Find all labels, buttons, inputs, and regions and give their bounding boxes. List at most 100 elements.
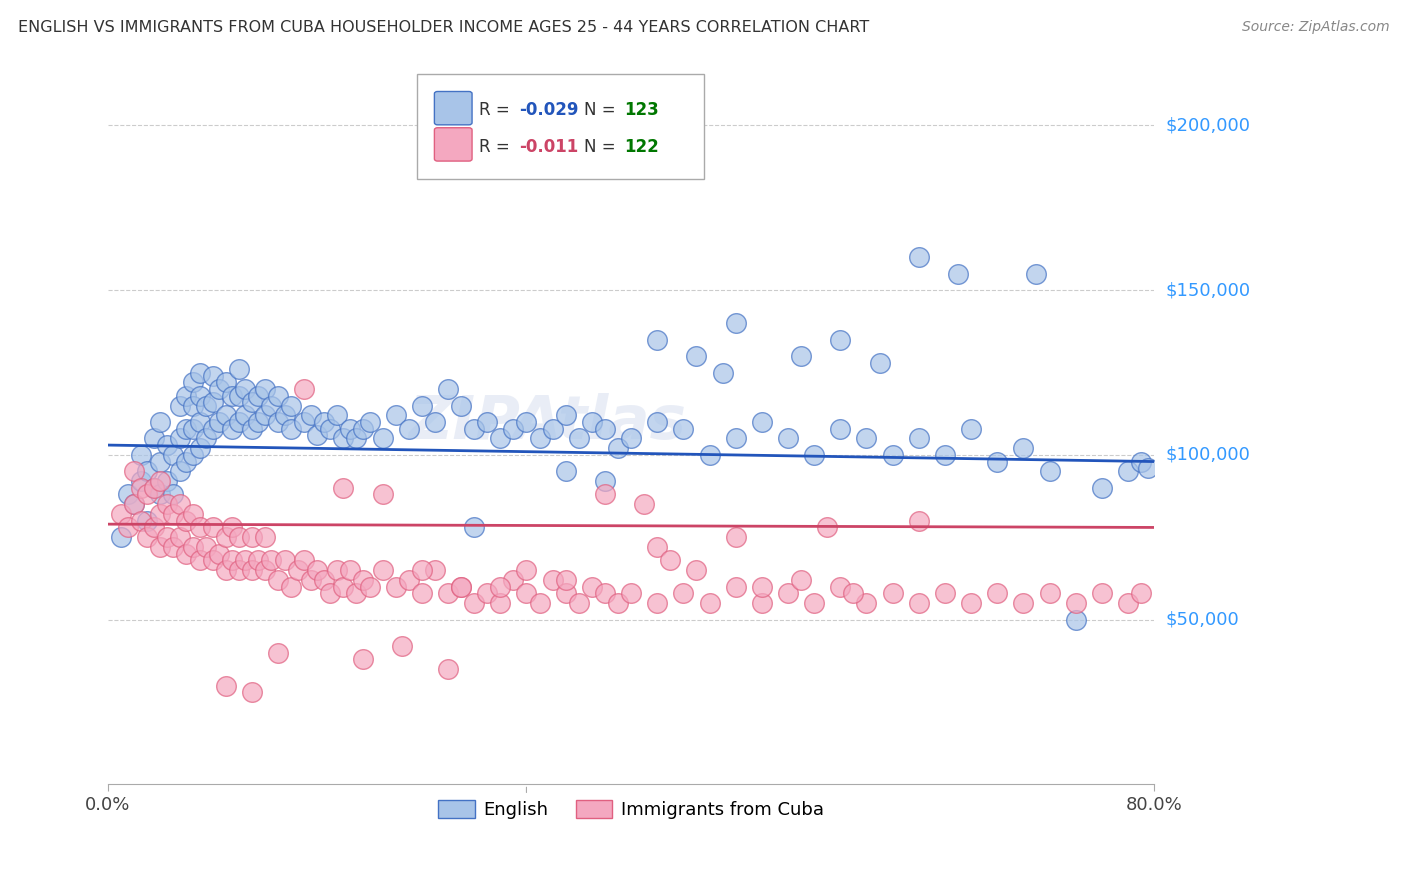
Point (312, 573, 335, 587)
Point (253, 409, 276, 423)
Point (339, 563, 361, 577)
Point (129, 448, 152, 462)
FancyBboxPatch shape (434, 92, 472, 125)
Point (208, 547, 231, 561)
Point (208, 415, 231, 429)
Point (803, 448, 825, 462)
Point (359, 580, 381, 594)
Point (554, 409, 576, 423)
Point (581, 415, 603, 429)
Point (515, 563, 537, 577)
Point (398, 421, 420, 435)
Point (307, 563, 329, 577)
Point (960, 596, 983, 610)
Point (299, 409, 322, 423)
Point (882, 586, 904, 600)
Point (176, 454, 198, 468)
Text: ENGLISH VS IMMIGRANTS FROM CUBA HOUSEHOLDER INCOME AGES 25 - 44 YEARS CORRELATIO: ENGLISH VS IMMIGRANTS FROM CUBA HOUSEHOL… (18, 20, 869, 35)
Point (228, 389, 250, 403)
Point (215, 679, 238, 693)
Point (463, 421, 485, 435)
Point (201, 395, 224, 409)
Point (280, 580, 302, 594)
Point (1038, 465, 1060, 479)
Point (946, 267, 969, 281)
Point (149, 540, 172, 554)
Point (776, 432, 799, 446)
Point (581, 580, 603, 594)
Point (568, 596, 591, 610)
Point (803, 596, 825, 610)
Text: $100,000: $100,000 (1166, 446, 1250, 464)
Point (181, 421, 204, 435)
Point (221, 553, 243, 567)
Point (384, 409, 406, 423)
Point (332, 432, 354, 446)
Point (188, 442, 211, 456)
Point (221, 389, 243, 403)
Legend: English, Immigrants from Cuba: English, Immigrants from Cuba (432, 792, 831, 826)
Point (156, 497, 179, 511)
Point (724, 432, 747, 446)
Point (529, 432, 551, 446)
Point (188, 415, 211, 429)
Point (332, 580, 354, 594)
Point (142, 520, 165, 534)
Point (253, 530, 276, 544)
Point (554, 586, 576, 600)
Point (960, 421, 983, 435)
Point (129, 514, 152, 528)
Text: N =: N = (583, 101, 616, 119)
Point (292, 553, 315, 567)
Point (699, 596, 721, 610)
Point (1064, 596, 1087, 610)
Point (411, 563, 433, 577)
Point (1091, 481, 1114, 495)
Point (129, 481, 152, 495)
Point (221, 421, 243, 435)
Point (292, 415, 315, 429)
Point (934, 448, 956, 462)
Point (724, 316, 747, 330)
Text: $200,000: $200,000 (1166, 117, 1250, 135)
Text: Source: ZipAtlas.com: Source: ZipAtlas.com (1241, 20, 1389, 34)
Point (181, 399, 204, 413)
Point (776, 586, 799, 600)
Point (208, 382, 231, 396)
Point (645, 596, 668, 610)
Point (267, 573, 290, 587)
Text: 123: 123 (624, 101, 658, 119)
Point (233, 553, 256, 567)
Point (181, 508, 204, 522)
Point (195, 540, 218, 554)
Point (228, 415, 250, 429)
Point (240, 530, 263, 544)
Point (554, 465, 576, 479)
Point (423, 563, 446, 577)
Point (221, 520, 243, 534)
Point (122, 465, 145, 479)
Point (607, 596, 630, 610)
Point (176, 389, 198, 403)
Point (267, 415, 290, 429)
Point (156, 530, 179, 544)
Point (882, 448, 904, 462)
Point (593, 421, 616, 435)
Point (149, 415, 172, 429)
Point (724, 580, 747, 594)
Point (188, 366, 211, 380)
Point (247, 389, 270, 403)
Point (169, 399, 191, 413)
Point (233, 382, 256, 396)
Point (162, 448, 184, 462)
Point (201, 421, 224, 435)
Point (176, 547, 198, 561)
Point (181, 540, 204, 554)
Point (253, 382, 276, 396)
Point (267, 389, 290, 403)
Point (201, 368, 224, 383)
Point (411, 399, 433, 413)
Point (463, 520, 485, 534)
Point (156, 475, 179, 489)
Point (450, 580, 472, 594)
